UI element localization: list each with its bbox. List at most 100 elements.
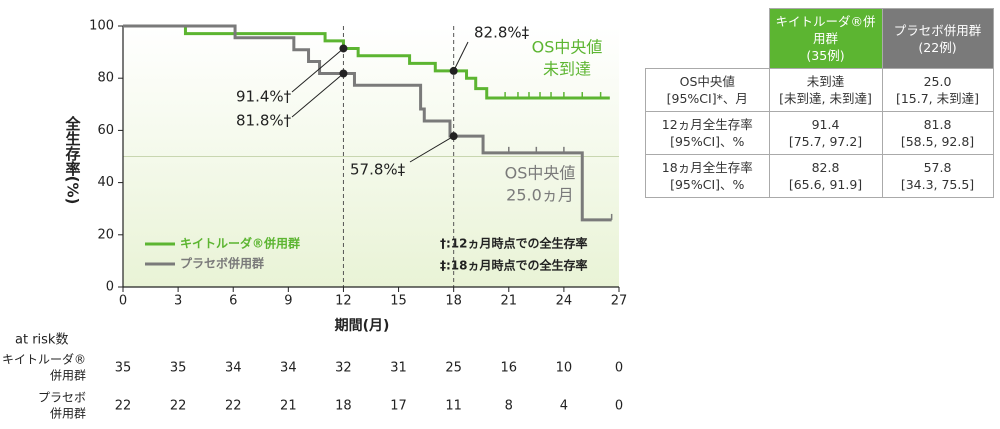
at-risk-row-label: プラセボ (38, 391, 86, 405)
median-label: 25.0ヵ月 (506, 186, 574, 205)
y-tick-label: 40 (97, 175, 114, 190)
row-header-cell: 18ヵ月全生存率 [95%CI]、% (645, 154, 770, 198)
annotation-label: 82.8%‡ (474, 24, 530, 42)
at-risk-value: 10 (556, 361, 573, 376)
x-tick-label: 21 (501, 294, 518, 309)
row-header-cell: 12ヵ月全生存率 [95%CI]、% (645, 111, 770, 155)
cell-text: OS中央値 (679, 74, 735, 89)
survival-curve (123, 24, 612, 222)
median-label: 未到達 (543, 60, 591, 79)
header-cell: キイトルーダ®併用群 (35例) (768, 8, 883, 69)
annotation-label: 57.8%‡ (350, 161, 406, 179)
cell-text: [95%CI]、% (670, 177, 745, 192)
header-text: キイトルーダ®併用群 (775, 14, 876, 46)
at-risk-value: 34 (225, 361, 242, 376)
x-tick-label: 6 (229, 294, 237, 309)
cell-text: 57.8 (923, 160, 952, 175)
x-axis-title: 期間(月) (335, 318, 390, 334)
at-risk-value: 35 (115, 361, 132, 376)
table-row: OS中央値 [95%CI]*、月 未到達 [未到達, 未到達] 25.0 [15.7, 未… (645, 68, 994, 112)
annotation-point (449, 132, 458, 141)
at-risk-value: 31 (390, 361, 407, 376)
at-risk-value: 22 (225, 399, 242, 414)
at-risk-value: 32 (335, 361, 352, 376)
leader-line (453, 41, 469, 72)
at-risk-value: 21 (280, 399, 297, 414)
leader-line (409, 135, 454, 163)
x-tick-label: 9 (284, 294, 292, 309)
cell-text: [75.7, 97.2] (788, 134, 863, 149)
at-risk-row-label: 併用群 (50, 369, 86, 383)
y-tick-label: 20 (97, 227, 114, 242)
median-label: OS中央値 (532, 38, 603, 57)
header-row: キイトルーダ®併用群 (35例) プラセボ併用群 (22例) (645, 8, 994, 69)
at-risk-value: 22 (115, 399, 132, 414)
cell-text: [95%CI]*、月 (666, 91, 748, 106)
cell-text: [未到達, 未到達] (779, 91, 872, 106)
leader-line (291, 48, 344, 93)
at-risk-value: 0 (615, 399, 623, 414)
x-tick-label: 0 (119, 294, 127, 309)
x-tick-label: 27 (611, 294, 628, 309)
y-axis-title: 全生存率(%) (64, 115, 82, 205)
header-text: プラセボ併用群 (893, 22, 982, 38)
cell-text: [34.3, 75.5] (900, 177, 975, 192)
y-tick-label: 80 (97, 71, 114, 86)
y-tick-label: 0 (106, 280, 114, 295)
annotation-point (339, 69, 348, 78)
at-risk-value: 22 (170, 399, 187, 414)
cell-text: 25.0 (923, 74, 952, 89)
annotation-label: 81.8%† (236, 112, 292, 130)
leader-line (291, 73, 344, 118)
legend-label: プラセボ併用群 (180, 256, 264, 271)
value-cell: 82.8 [65.6, 91.9] (768, 154, 883, 198)
cell-text: [15.7, 未到達] (895, 91, 980, 106)
header-text: (22例) (918, 39, 957, 55)
cell-text: [58.5, 92.8] (900, 134, 975, 149)
at-risk-value: 0 (615, 361, 623, 376)
cell-text: 未到達 (806, 74, 845, 89)
header-cell: プラセボ併用群 (22例) (881, 8, 994, 69)
cell-text: 91.4 (811, 117, 840, 132)
x-tick-label: 24 (556, 294, 573, 309)
at-risk-value: 25 (445, 361, 462, 376)
at-risk-row-label: キイトルーダ® (2, 352, 86, 367)
at-risk-value: 34 (280, 361, 297, 376)
y-tick-label: 100 (89, 19, 114, 34)
at-risk-title: at risk数 (15, 333, 68, 348)
survival-curve (123, 24, 610, 100)
empty-cell (645, 8, 770, 69)
cell-text: 82.8 (811, 160, 840, 175)
cell-text: 81.8 (923, 117, 952, 132)
at-risk-value: 18 (335, 399, 352, 414)
at-risk-value: 4 (560, 399, 568, 414)
cell-text: [65.6, 91.9] (788, 177, 863, 192)
x-tick-label: 12 (335, 294, 352, 309)
median-label: OS中央値 (505, 164, 576, 183)
value-cell: 57.8 [34.3, 75.5] (881, 154, 994, 198)
summary-table: キイトルーダ®併用群 (35例) プラセボ併用群 (22例) OS中央値 [95%CI… (645, 8, 994, 198)
at-risk-value: 11 (445, 399, 462, 414)
x-tick-label: 15 (390, 294, 407, 309)
value-cell: 25.0 [15.7, 未到達] (881, 68, 994, 112)
value-cell: 91.4 [75.7, 97.2] (768, 111, 883, 155)
footnote: ‡:18ヵ月時点での全生存率 (440, 258, 588, 273)
cell-text: [95%CI]、% (670, 134, 745, 149)
row-header-cell: OS中央値 [95%CI]*、月 (645, 68, 770, 112)
value-cell: 81.8 [58.5, 92.8] (881, 111, 994, 155)
x-tick-label: 3 (174, 294, 182, 309)
table-row: 12ヵ月全生存率 [95%CI]、% 91.4 [75.7, 97.2] 81.8 [58… (645, 111, 994, 155)
legend-label: キイトルーダ®併用群 (180, 236, 300, 251)
header-text: (35例) (806, 48, 845, 63)
footnote: †:12ヵ月時点での全生存率 (440, 236, 588, 251)
cell-text: 12ヵ月全生存率 (661, 117, 753, 132)
table-row: 18ヵ月全生存率 [95%CI]、% 82.8 [65.6, 91.9] 57.8 [34… (645, 154, 994, 198)
annotation-label: 91.4%† (236, 88, 292, 106)
cell-text: 18ヵ月全生存率 (661, 160, 753, 175)
annotation-point (339, 44, 348, 53)
at-risk-value: 16 (501, 361, 518, 376)
at-risk-value: 8 (505, 399, 513, 414)
annotation-point (449, 66, 458, 75)
